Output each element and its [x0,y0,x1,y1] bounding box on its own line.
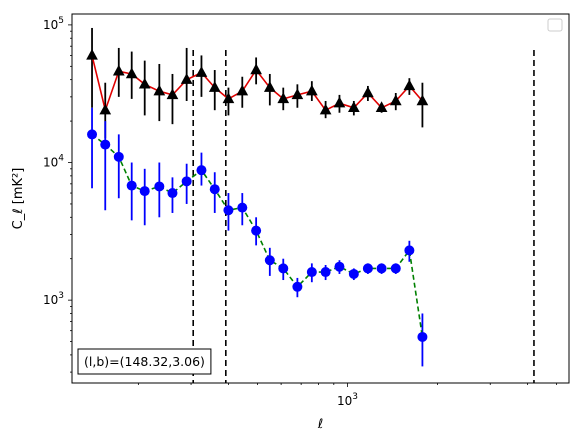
data-point [376,263,387,274]
data-point [125,67,138,79]
data-point [320,267,331,278]
data-point [292,281,303,292]
series-group [86,27,429,367]
data-point [264,255,275,266]
series-line [91,133,424,338]
data-point [347,101,360,112]
data-point [277,92,290,104]
annotation-frame [77,348,212,375]
data-point [250,63,262,75]
data-point [251,225,262,236]
data-point [223,205,234,216]
data-point [86,48,98,60]
data-point [166,88,179,100]
axis-ticks: 103 104 105 103 [43,16,558,408]
data-point [138,77,151,89]
data-point [222,92,235,104]
axes-frame [71,13,570,384]
data-point [208,81,221,92]
data-point [278,263,289,274]
legend-box [547,18,563,32]
data-point [167,188,178,199]
data-point [236,84,249,96]
x-axis-label: ℓ [317,417,323,432]
data-point [126,180,137,191]
data-point [195,66,208,77]
data-point [153,84,166,96]
data-point [87,129,98,140]
data-point [139,186,150,197]
data-point [112,64,125,76]
data-point [404,245,415,256]
data-point [99,103,112,115]
x-tick-label: 103 [337,392,358,408]
series-line [91,55,424,114]
data-point [362,86,374,98]
series-1 [86,27,429,139]
data-point [375,101,388,112]
data-point [305,84,318,96]
data-point [334,261,345,272]
data-point [403,79,416,91]
data-point [113,151,124,162]
data-point [100,139,111,150]
data-point [181,176,192,187]
data-point [319,103,332,115]
data-point [362,263,373,274]
data-point [389,94,402,106]
series-2 [87,107,428,367]
data-point [263,81,276,92]
data-point [417,331,428,342]
data-point [180,73,193,84]
y-tick-label: 103 [43,291,64,307]
data-point [416,94,429,106]
annotation-text: (l,b)=(148.32,3.06) [84,354,205,369]
data-point [348,268,359,279]
y-tick-label: 105 [43,16,64,32]
data-point [306,267,317,278]
y-tick-label: 104 [43,154,64,170]
data-point [333,96,346,108]
data-point [390,263,401,274]
y-axis-label: C_ℓ [mK²] [11,168,26,230]
annotation-box: (l,b)=(148.32,3.06) [77,348,212,375]
data-point [209,184,220,195]
vertical-lines [192,50,535,383]
data-point [237,202,248,213]
data-point [154,181,165,192]
data-point [291,88,304,100]
data-point [196,165,207,176]
